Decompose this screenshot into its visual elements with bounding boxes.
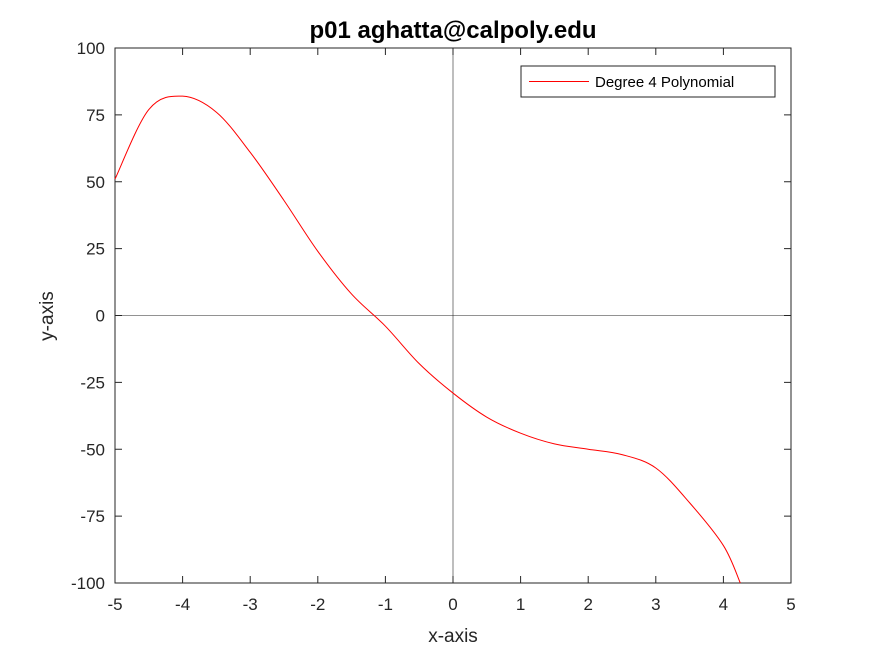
x-tick-label: -2: [310, 595, 325, 614]
x-tick-label: 1: [516, 595, 525, 614]
legend: Degree 4 Polynomial: [520, 65, 776, 98]
x-tick-label: -3: [243, 595, 258, 614]
x-tick-label: -5: [107, 595, 122, 614]
x-axis-label: x-axis: [428, 626, 478, 647]
x-tick-label: -4: [175, 595, 190, 614]
series-line-degree-4-polynomial: [114, 95, 741, 584]
series-layer: [114, 95, 741, 584]
y-axis-label: y-axis: [37, 291, 58, 341]
x-tick-label: 4: [719, 595, 728, 614]
x-tick-label: 2: [583, 595, 592, 614]
y-tick-label: 100: [77, 39, 105, 58]
y-tick-label: 25: [86, 240, 105, 259]
y-tick-label: -50: [80, 440, 105, 459]
axes-layer: -5 -4 -3 -2 -1 0 1 2 3 4 5 -100 -75 -50 -25 0 25 50 75 100: [71, 39, 796, 614]
legend-entry-degree-4-polynomial: Degree 4 Polynomial: [595, 74, 734, 91]
y-tick-label: 0: [96, 307, 105, 326]
y-tick-label: 75: [86, 106, 105, 125]
y-tick-label: -100: [71, 574, 105, 593]
x-tick-label: 5: [786, 595, 795, 614]
y-tick-label: 50: [86, 173, 105, 192]
y-tick-label: -75: [80, 507, 105, 526]
x-tick-label: -1: [378, 595, 393, 614]
x-tick-label: 0: [448, 595, 457, 614]
y-tick-label: -25: [80, 373, 105, 392]
x-tick-label: 3: [651, 595, 660, 614]
chart-title: p01 aghatta@calpoly.edu: [309, 17, 596, 44]
